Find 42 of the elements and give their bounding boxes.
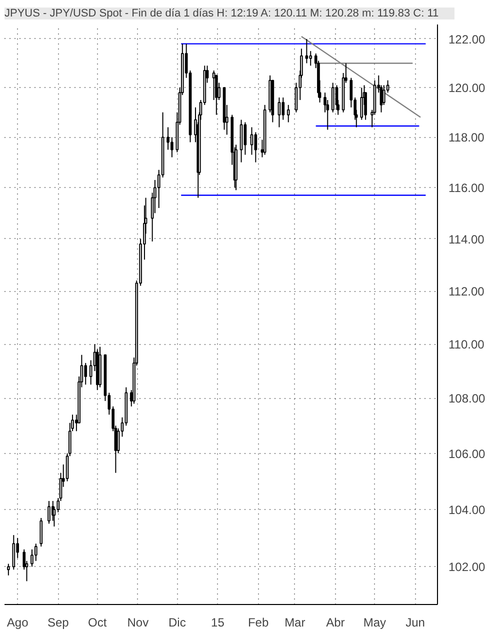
y-tick-label: 104.00 <box>448 502 486 517</box>
x-tick-label: Jun <box>406 616 425 630</box>
x-tick-label: Oct <box>88 616 108 630</box>
candlestick <box>12 534 16 570</box>
x-tick-label: May <box>363 616 386 630</box>
candlestick <box>305 38 308 64</box>
candlestick <box>254 132 258 163</box>
x-tick-label: Mar <box>284 616 306 630</box>
candlestick <box>34 543 38 562</box>
candlestick <box>7 563 10 576</box>
candlestick <box>84 362 88 386</box>
y-tick-label: 112.00 <box>448 284 485 299</box>
x-tick-label: Sep <box>47 616 70 630</box>
x-tick-label: Feb <box>248 616 269 630</box>
x-tick-label: Nov <box>127 616 149 630</box>
candlestick <box>48 500 50 524</box>
y-tick-label: 108.00 <box>448 392 486 406</box>
candlestick <box>331 82 334 113</box>
y-tick-label: 106.00 <box>448 446 486 461</box>
candlestick <box>282 97 285 120</box>
x-tick-label: Ago <box>6 616 29 630</box>
y-tick-label: 114.00 <box>448 232 485 246</box>
candlestick <box>30 548 34 568</box>
y-tick-label: 122.00 <box>448 32 486 46</box>
candlestick <box>166 126 170 150</box>
x-tick-label: Dic <box>168 616 186 630</box>
x-tick-label: Abr <box>326 616 345 630</box>
candlestick <box>215 74 218 116</box>
y-tick-label: 116.00 <box>448 181 485 196</box>
candlestick <box>40 517 43 548</box>
candlestick <box>170 136 174 158</box>
candlestick <box>286 104 290 123</box>
y-tick-label: 110.00 <box>448 338 485 352</box>
candlestick <box>382 84 386 106</box>
y-tick-label: 120.00 <box>448 81 486 96</box>
candlestick <box>278 97 281 128</box>
candlestick <box>309 50 312 66</box>
candlestick <box>360 87 364 120</box>
x-tick-label: 15 <box>211 616 225 630</box>
chart-title: JPYUS - JPY/USD Spot - Fin de día 1 días H: 12:19 A: 120.11 M: 120.28 m: 119.83 C: 11 <box>4 8 439 20</box>
y-tick-label: 118.00 <box>448 130 485 145</box>
y-tick-label: 102.00 <box>448 560 486 574</box>
